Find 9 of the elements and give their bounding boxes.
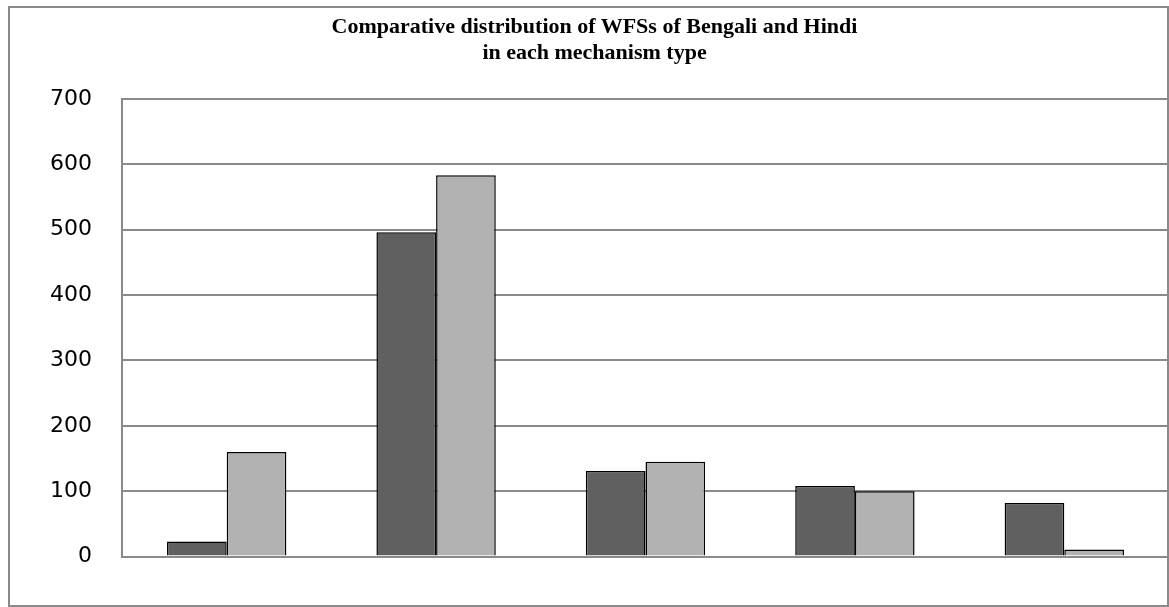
y-tick-label: 700 (49, 84, 92, 110)
y-tick-label: 0 (77, 542, 92, 568)
y-tick-label: 500 (49, 215, 92, 241)
y-tick-label: 300 (49, 346, 92, 372)
y-tick-label: 100 (49, 476, 92, 502)
y-tick-label: 600 (49, 149, 92, 175)
y-tick-label: 200 (49, 411, 92, 437)
chart-title: Comparative distribution of WFSs of Bengali and Hindi in each mechanism type (331, 12, 858, 65)
y-tick-label: 400 (49, 280, 92, 306)
